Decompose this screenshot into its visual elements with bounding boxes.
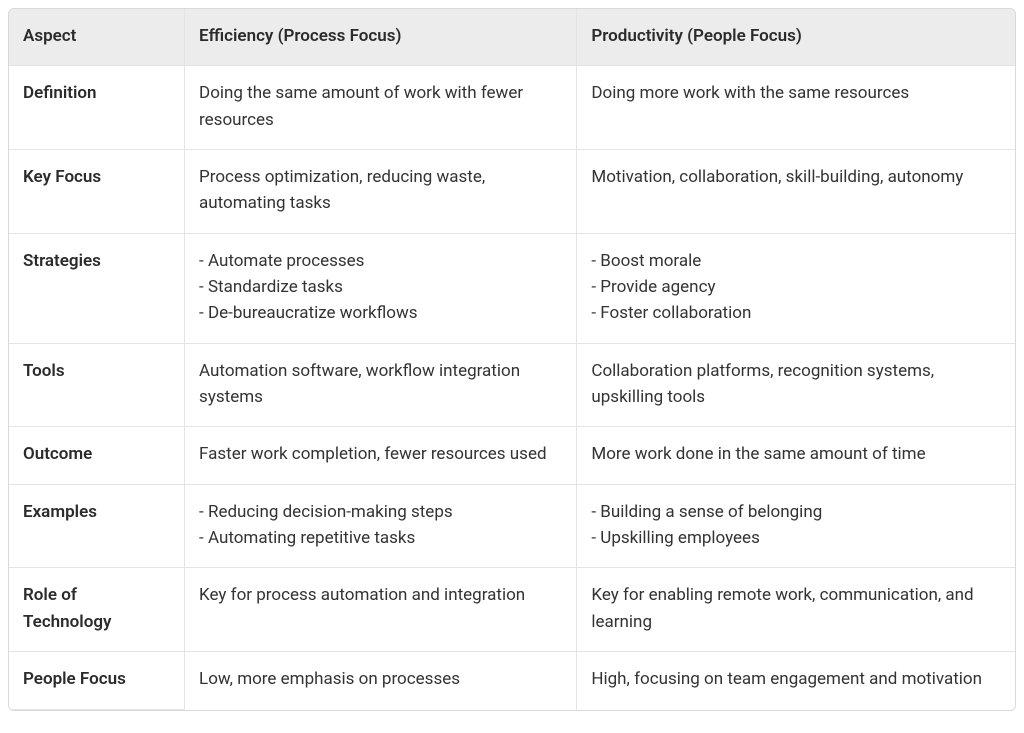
table-row: Role of Technology Key for process autom… — [9, 568, 1015, 652]
table-row: Definition Doing the same amount of work… — [9, 66, 1015, 150]
cell-productivity: More work done in the same amount of tim… — [577, 427, 1015, 484]
cell-efficiency: Key for process automation and integrati… — [185, 568, 577, 652]
column-header-aspect: Aspect — [9, 9, 185, 66]
cell-productivity: - Building a sense of belonging - Upskil… — [577, 485, 1015, 569]
cell-productivity: - Boost morale - Provide agency - Foster… — [577, 234, 1015, 344]
row-header: Examples — [9, 485, 185, 569]
cell-efficiency: Doing the same amount of work with fewer… — [185, 66, 577, 150]
cell-efficiency: Faster work completion, fewer resources … — [185, 427, 577, 484]
table-row: Strategies - Automate processes - Standa… — [9, 234, 1015, 344]
row-header: Definition — [9, 66, 185, 150]
cell-efficiency: Process optimization, reducing waste, au… — [185, 150, 577, 234]
row-header: People Focus — [9, 652, 185, 709]
table-row: Key Focus Process optimization, reducing… — [9, 150, 1015, 234]
cell-productivity: High, focusing on team engagement and mo… — [577, 652, 1015, 709]
column-header-productivity: Productivity (People Focus) — [577, 9, 1015, 66]
row-header: Tools — [9, 344, 185, 428]
cell-efficiency: Automation software, workflow integratio… — [185, 344, 577, 428]
column-header-efficiency: Efficiency (Process Focus) — [185, 9, 577, 66]
table-row: Outcome Faster work completion, fewer re… — [9, 427, 1015, 484]
row-header: Role of Technology — [9, 568, 185, 652]
table-row: Tools Automation software, workflow inte… — [9, 344, 1015, 428]
table-row: Examples - Reducing decision-making step… — [9, 485, 1015, 569]
cell-productivity: Collaboration platforms, recognition sys… — [577, 344, 1015, 428]
row-header: Key Focus — [9, 150, 185, 234]
cell-efficiency: Low, more emphasis on processes — [185, 652, 577, 709]
cell-efficiency: - Reducing decision-making steps - Autom… — [185, 485, 577, 569]
table-row: People Focus Low, more emphasis on proce… — [9, 652, 1015, 709]
cell-productivity: Motivation, collaboration, skill-buildin… — [577, 150, 1015, 234]
cell-efficiency: - Automate processes - Standardize tasks… — [185, 234, 577, 344]
row-header: Strategies — [9, 234, 185, 344]
comparison-table: Aspect Efficiency (Process Focus) Produc… — [8, 8, 1016, 711]
row-header: Outcome — [9, 427, 185, 484]
table-header-row: Aspect Efficiency (Process Focus) Produc… — [9, 9, 1015, 66]
cell-productivity: Key for enabling remote work, communicat… — [577, 568, 1015, 652]
cell-productivity: Doing more work with the same resources — [577, 66, 1015, 150]
